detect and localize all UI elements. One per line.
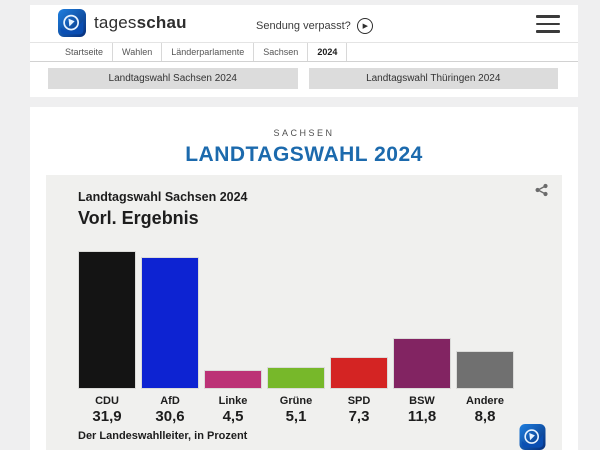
chart-tagesschau-logo-icon <box>519 424 546 450</box>
button-landtagswahl-thueringen[interactable]: Landtagswahl Thüringen 2024 <box>308 68 558 89</box>
brand-regular: tages <box>94 13 137 32</box>
party-label-linke: Linke <box>218 395 248 407</box>
bar-column-linke: Linke 4,5 <box>204 251 262 425</box>
breadcrumb-item-startseite[interactable]: Startseite <box>56 43 114 61</box>
party-value-spd: 7,3 <box>348 408 370 425</box>
bar-linke <box>204 369 262 389</box>
party-value-afd: 30,6 <box>155 408 185 425</box>
brand-row: tagesschau Sendung verpasst? ▶ <box>30 5 578 42</box>
bar-spd <box>330 357 388 389</box>
election-nav-buttons: Landtagswahl Sachsen 2024 Landtagswahl T… <box>48 68 558 89</box>
party-label-andere: Andere <box>466 395 504 407</box>
page-kicker: SACHSEN <box>273 128 335 138</box>
share-icon[interactable] <box>532 181 550 199</box>
menu-hamburger-icon[interactable] <box>536 15 560 33</box>
breadcrumb-item-länderparlamente[interactable]: Länderparlamente <box>162 43 255 61</box>
bar-column-cdu: CDU 31,9 <box>78 251 136 425</box>
button-landtagswahl-sachsen[interactable]: Landtagswahl Sachsen 2024 <box>48 68 298 89</box>
bar-column-grüne: Grüne 5,1 <box>267 251 325 425</box>
bar-area <box>78 251 136 389</box>
sendung-verpasst-label: Sendung verpasst? <box>256 20 351 32</box>
bar-area <box>204 251 262 389</box>
tagesschau-logo-icon[interactable] <box>58 9 86 37</box>
bar-grüne <box>267 366 325 389</box>
party-value-bsw: 11,8 <box>407 408 437 425</box>
brand-wordmark[interactable]: tagesschau <box>94 13 187 33</box>
bar-bsw <box>393 338 451 389</box>
breadcrumb-item-2024[interactable]: 2024 <box>308 43 348 61</box>
bar-area <box>141 251 199 389</box>
header: tagesschau Sendung verpasst? ▶ Startseit… <box>30 5 578 97</box>
bar-area <box>267 251 325 389</box>
bar-andere <box>456 350 514 389</box>
play-glyph: ▶ <box>362 23 368 30</box>
bar-column-spd: SPD 7,3 <box>330 251 388 425</box>
page-title: LANDTAGSWAHL 2024 <box>185 143 423 166</box>
party-value-grüne: 5,1 <box>285 408 307 425</box>
party-label-bsw: BSW <box>409 395 435 407</box>
bar-afd <box>141 256 199 389</box>
party-label-afd: AfD <box>160 395 180 407</box>
bar-column-bsw: BSW 11,8 <box>393 251 451 425</box>
bar-column-afd: AfD 30,6 <box>141 251 199 425</box>
party-value-linke: 4,5 <box>222 408 244 425</box>
bar-area <box>330 251 388 389</box>
bar-chart: CDU 31,9 AfD 30,6 Linke 4,5 Grüne 5,1 SPD 7,3 BSW 1… <box>78 251 514 425</box>
party-label-cdu: CDU <box>95 395 119 407</box>
bar-cdu <box>78 251 136 389</box>
election-chart-card: Landtagswahl Sachsen 2024 Vorl. Ergebnis… <box>46 175 562 450</box>
chart-source: Der Landeswahlleiter, in Prozent <box>78 430 248 442</box>
party-label-grüne: Grüne <box>279 395 313 407</box>
sendung-verpasst-link[interactable]: Sendung verpasst? ▶ <box>256 18 373 34</box>
breadcrumb-item-sachsen[interactable]: Sachsen <box>254 43 309 61</box>
brand-bold: schau <box>136 13 187 32</box>
bar-area <box>393 251 451 389</box>
play-icon[interactable]: ▶ <box>356 18 373 34</box>
party-value-andere: 8,8 <box>474 408 496 425</box>
breadcrumb: Startseite Wahlen Länderparlamente Sachsen 2… <box>30 42 578 62</box>
breadcrumb-item-wahlen[interactable]: Wahlen <box>113 43 163 61</box>
party-label-spd: SPD <box>347 395 371 407</box>
chart-title: Landtagswahl Sachsen 2024 <box>78 190 248 204</box>
chart-subtitle: Vorl. Ergebnis <box>78 208 199 228</box>
main-content: SACHSEN LANDTAGSWAHL 2024 Landtagswahl S… <box>30 107 578 450</box>
bar-column-andere: Andere 8,8 <box>456 251 514 425</box>
party-value-cdu: 31,9 <box>92 408 122 425</box>
bar-area <box>456 251 514 389</box>
